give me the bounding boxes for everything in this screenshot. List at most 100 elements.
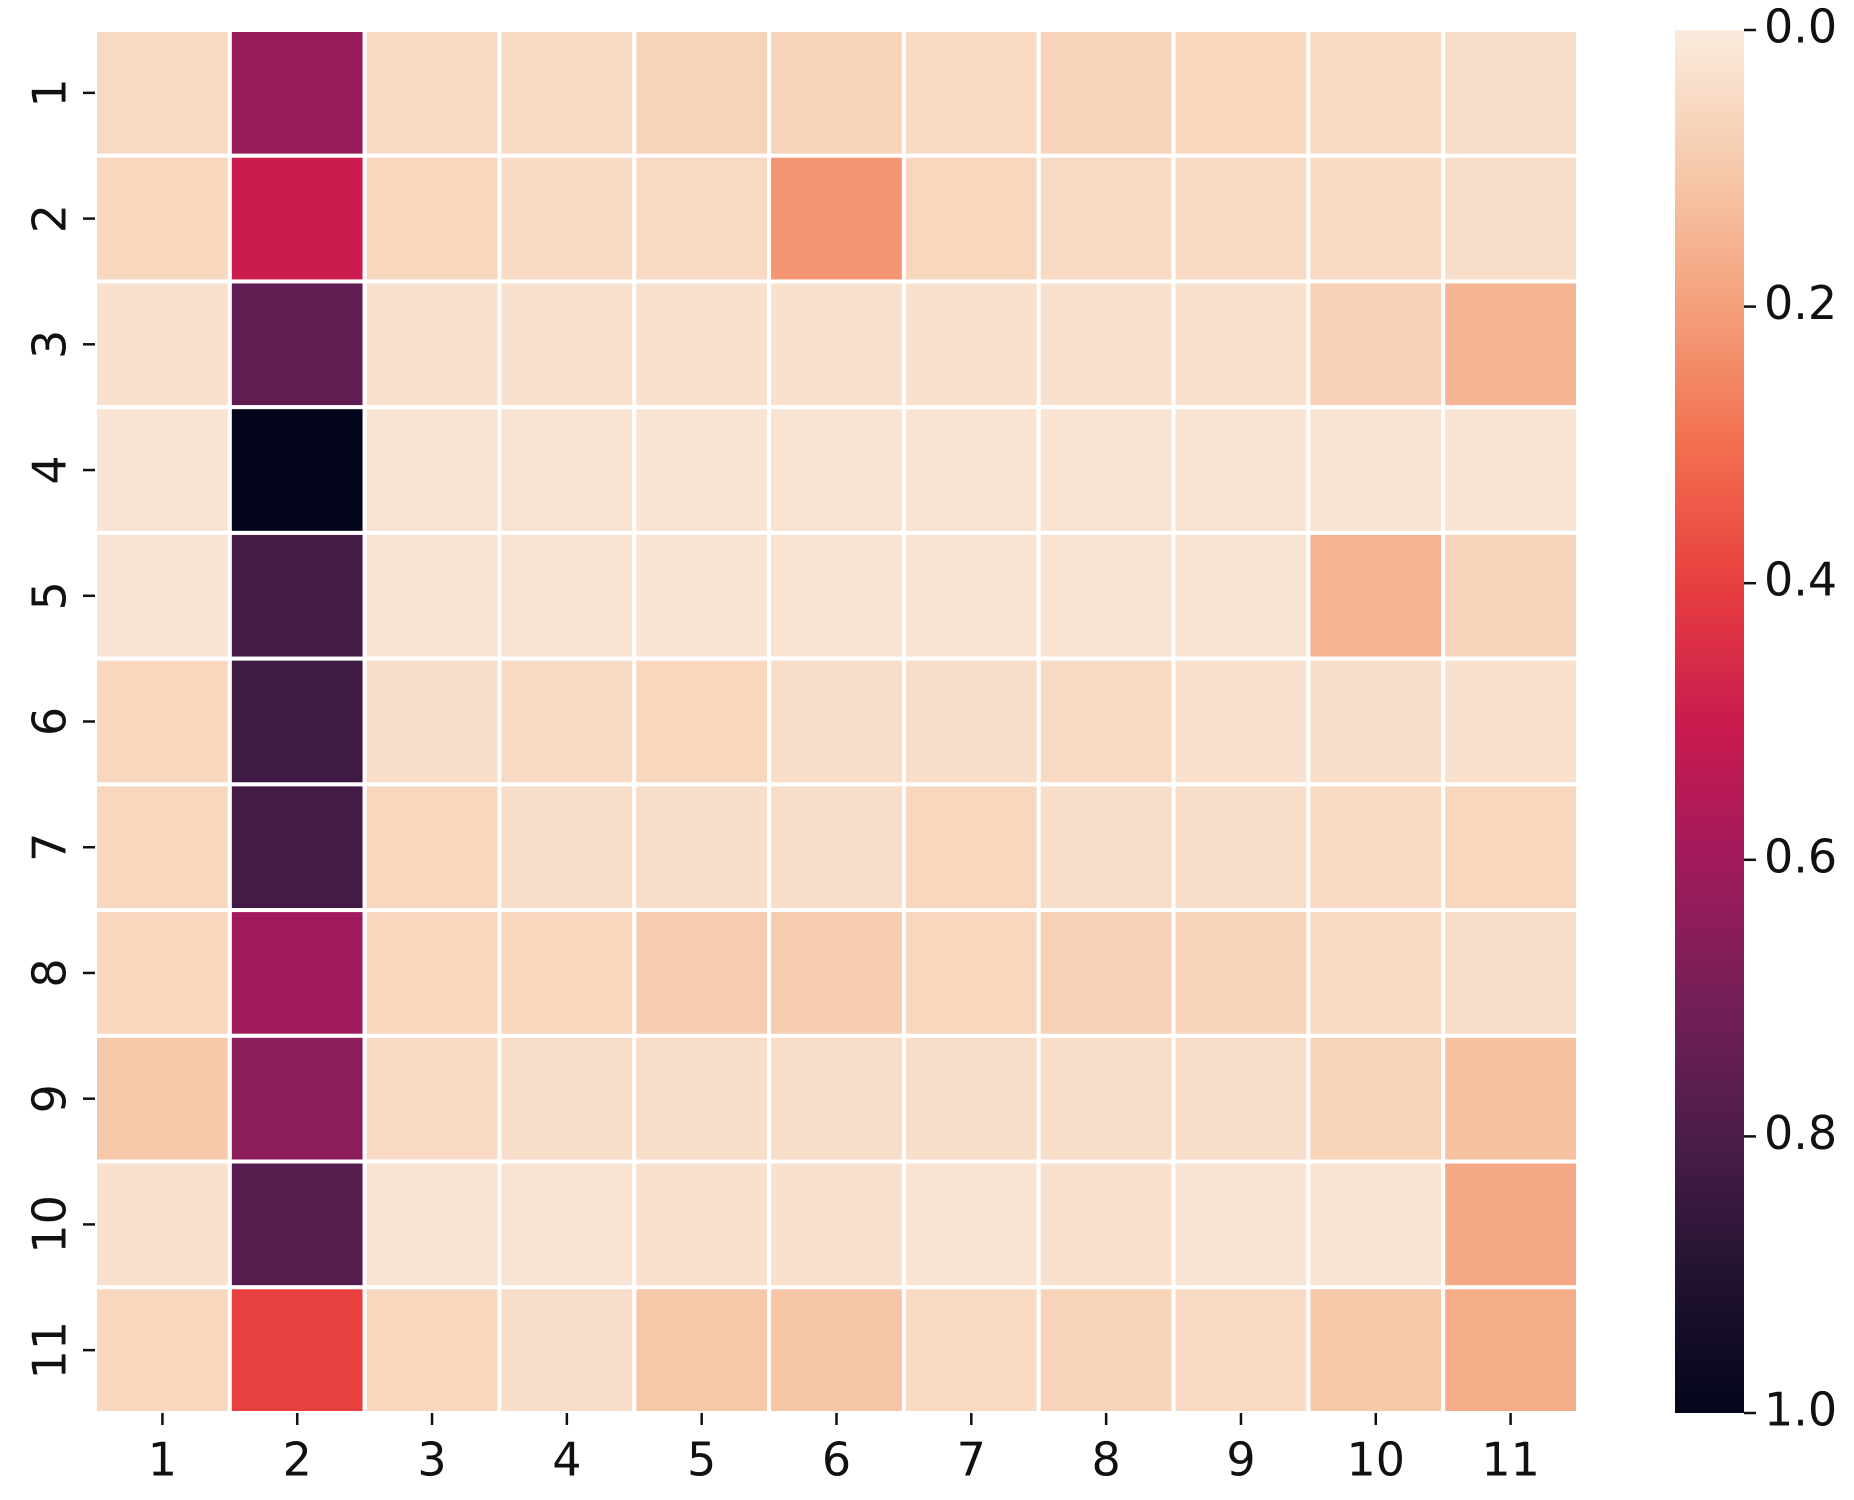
x-tick-label: 4 — [552, 1433, 581, 1487]
heatmap-cell — [1306, 28, 1446, 158]
heatmap-cell — [497, 1285, 637, 1415]
heatmap-cell — [93, 153, 232, 284]
heatmap-cell — [93, 530, 232, 661]
heatmap-cell — [1036, 908, 1176, 1038]
heatmap-cell — [93, 1033, 232, 1164]
heatmap-cell — [227, 782, 367, 913]
heatmap-cell — [227, 279, 367, 410]
heatmap-cell — [901, 1033, 1041, 1164]
heatmap-cell — [497, 405, 637, 535]
y-tick-label: 2 — [23, 204, 77, 233]
heatmap-cell — [1441, 782, 1580, 913]
heatmap-cell — [1306, 908, 1446, 1038]
heatmap-cell — [1171, 908, 1311, 1038]
colorbar — [1675, 30, 1744, 1413]
colorbar-tick-label: 0.6 — [1764, 829, 1837, 883]
heatmap-cell — [632, 656, 772, 787]
heatmap-cell — [632, 908, 772, 1038]
heatmap-cell — [901, 405, 1041, 535]
heatmap-cell — [1441, 279, 1580, 410]
heatmap-cell — [901, 530, 1041, 661]
heatmap-cell — [1036, 530, 1176, 661]
heatmap-cell — [362, 1159, 502, 1290]
x-tick-label: 3 — [417, 1433, 446, 1487]
heatmap-cell — [362, 656, 502, 787]
heatmap-cell — [1036, 1159, 1176, 1290]
heatmap-cell — [1171, 1159, 1311, 1290]
heatmap-cell — [632, 1159, 772, 1290]
heatmap-cell — [497, 28, 637, 158]
y-tick-label: 1 — [23, 78, 77, 107]
heatmap-cell — [93, 279, 232, 410]
heatmap-cell — [362, 530, 502, 661]
heatmap-cell — [632, 530, 772, 661]
heatmap-cell — [767, 782, 906, 913]
heatmap-cell — [497, 782, 637, 913]
heatmap-cell — [1171, 153, 1311, 284]
heatmap-cell — [1171, 1033, 1311, 1164]
heatmap-cell — [1306, 279, 1446, 410]
heatmap-cell — [632, 405, 772, 535]
heatmap-cell — [227, 405, 367, 535]
heatmap-cell — [767, 908, 906, 1038]
heatmap-cell — [1306, 656, 1446, 787]
heatmap-cell — [901, 279, 1041, 410]
heatmap-cell — [227, 530, 367, 661]
colorbar-tick-label: 0.4 — [1764, 553, 1837, 607]
heatmap-cell — [227, 28, 367, 158]
heatmap-cell — [362, 908, 502, 1038]
heatmap-cell — [497, 279, 637, 410]
heatmap-cell — [1171, 1285, 1311, 1415]
heatmap-cell — [93, 656, 232, 787]
heatmap-cell — [1036, 405, 1176, 535]
colorbar-tick-label: 1.0 — [1764, 1383, 1837, 1437]
colorbar-tick-label: 0.2 — [1764, 276, 1837, 330]
heatmap-cell — [1036, 1033, 1176, 1164]
y-tick-label: 7 — [23, 833, 77, 862]
x-tick-label: 8 — [1091, 1433, 1120, 1487]
heatmap-cell — [632, 28, 772, 158]
heatmap-cell — [1171, 656, 1311, 787]
heatmap-cell — [1306, 1159, 1446, 1290]
heatmap-cell — [767, 1033, 906, 1164]
heatmap-cell — [767, 153, 906, 284]
heatmap-cell — [767, 405, 906, 535]
heatmap-cell — [767, 656, 906, 787]
heatmap-cell — [497, 530, 637, 661]
heatmap-cell — [362, 1285, 502, 1415]
heatmap-cell — [1441, 908, 1580, 1038]
heatmap-cell — [93, 1285, 232, 1415]
heatmap-cell — [497, 1033, 637, 1164]
heatmap-cell — [1306, 153, 1446, 284]
y-tick-label: 6 — [23, 707, 77, 736]
heatmap-cell — [362, 1033, 502, 1164]
heatmap-cell — [901, 1159, 1041, 1290]
heatmap-cell — [1036, 1285, 1176, 1415]
heatmap-cell — [497, 908, 637, 1038]
x-tick-label: 7 — [957, 1433, 986, 1487]
y-tick-label: 8 — [23, 958, 77, 987]
heatmap-cell — [632, 153, 772, 284]
y-tick-label: 10 — [23, 1195, 77, 1254]
heatmap-cell — [1441, 1285, 1580, 1415]
heatmap-cell — [93, 405, 232, 535]
heatmap-cell — [93, 908, 232, 1038]
y-tick-label: 11 — [23, 1321, 77, 1380]
heatmap-cell — [632, 279, 772, 410]
heatmap-cell — [1171, 279, 1311, 410]
heatmap-cell — [901, 908, 1041, 1038]
heatmap-cell — [362, 782, 502, 913]
heatmap-cell — [1036, 153, 1176, 284]
y-tick-label: 5 — [23, 581, 77, 610]
heatmap-cell — [767, 1159, 906, 1290]
heatmap-cell — [901, 28, 1041, 158]
heatmap-cell — [1306, 1285, 1446, 1415]
heatmap-cell — [1171, 530, 1311, 661]
heatmap-cell — [93, 1159, 232, 1290]
heatmap-cell — [362, 279, 502, 410]
heatmap-cell — [1306, 530, 1446, 661]
heatmap-cell — [1441, 405, 1580, 535]
x-tick-label: 2 — [283, 1433, 312, 1487]
heatmap-cell — [497, 656, 637, 787]
